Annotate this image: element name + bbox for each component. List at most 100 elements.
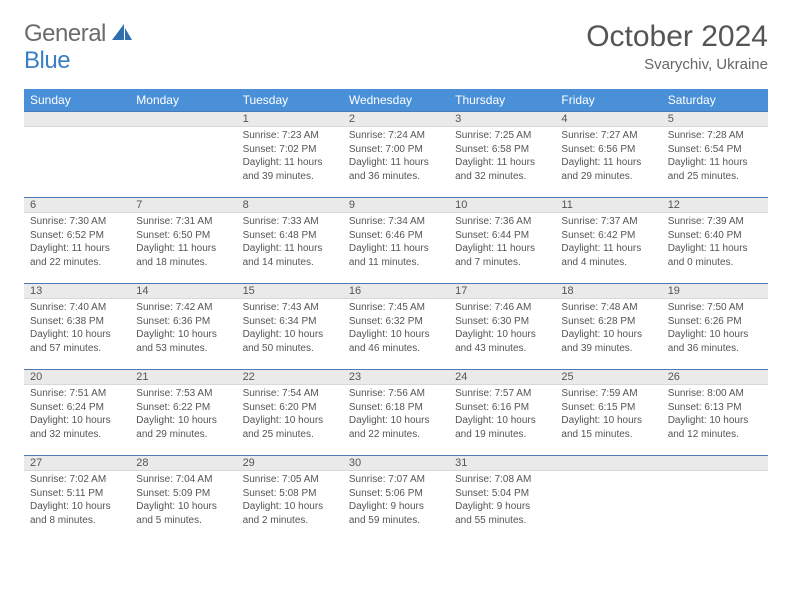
brand-sail-icon: [110, 22, 136, 47]
calendar-page: General October 2024 Svarychiv, Ukraine …: [0, 0, 792, 562]
day-content: Sunrise: 7:28 AMSunset: 6:54 PMDaylight:…: [662, 127, 768, 187]
calendar-cell: 4Sunrise: 7:27 AMSunset: 6:56 PMDaylight…: [555, 112, 661, 198]
day-number-empty: [662, 456, 768, 471]
day-content: Sunrise: 7:50 AMSunset: 6:26 PMDaylight:…: [662, 299, 768, 359]
calendar-cell: 31Sunrise: 7:08 AMSunset: 5:04 PMDayligh…: [449, 456, 555, 542]
day-content: Sunrise: 7:59 AMSunset: 6:15 PMDaylight:…: [555, 385, 661, 445]
day-number: 26: [662, 370, 768, 385]
calendar-cell: 2Sunrise: 7:24 AMSunset: 7:00 PMDaylight…: [343, 112, 449, 198]
day-number: 13: [24, 284, 130, 299]
calendar-cell: 3Sunrise: 7:25 AMSunset: 6:58 PMDaylight…: [449, 112, 555, 198]
day-content: Sunrise: 7:05 AMSunset: 5:08 PMDaylight:…: [237, 471, 343, 531]
day-content: Sunrise: 7:43 AMSunset: 6:34 PMDaylight:…: [237, 299, 343, 359]
day-of-week-row: SundayMondayTuesdayWednesdayThursdayFrid…: [24, 89, 768, 112]
day-content: Sunrise: 7:04 AMSunset: 5:09 PMDaylight:…: [130, 471, 236, 531]
day-number: 20: [24, 370, 130, 385]
day-number: 16: [343, 284, 449, 299]
brand-text-blue: Blue: [24, 47, 70, 74]
calendar-cell: 28Sunrise: 7:04 AMSunset: 5:09 PMDayligh…: [130, 456, 236, 542]
calendar-week-row: 13Sunrise: 7:40 AMSunset: 6:38 PMDayligh…: [24, 284, 768, 370]
day-number: 27: [24, 456, 130, 471]
calendar-cell: 18Sunrise: 7:48 AMSunset: 6:28 PMDayligh…: [555, 284, 661, 370]
calendar-cell: 30Sunrise: 7:07 AMSunset: 5:06 PMDayligh…: [343, 456, 449, 542]
calendar-table: SundayMondayTuesdayWednesdayThursdayFrid…: [24, 89, 768, 542]
day-number: 10: [449, 198, 555, 213]
calendar-cell: 5Sunrise: 7:28 AMSunset: 6:54 PMDaylight…: [662, 112, 768, 198]
calendar-week-row: 1Sunrise: 7:23 AMSunset: 7:02 PMDaylight…: [24, 112, 768, 198]
day-content: Sunrise: 7:24 AMSunset: 7:00 PMDaylight:…: [343, 127, 449, 187]
calendar-cell: 26Sunrise: 8:00 AMSunset: 6:13 PMDayligh…: [662, 370, 768, 456]
day-content: Sunrise: 7:57 AMSunset: 6:16 PMDaylight:…: [449, 385, 555, 445]
calendar-cell: 23Sunrise: 7:56 AMSunset: 6:18 PMDayligh…: [343, 370, 449, 456]
day-header: Tuesday: [237, 89, 343, 112]
calendar-cell: 6Sunrise: 7:30 AMSunset: 6:52 PMDaylight…: [24, 198, 130, 284]
day-number: 8: [237, 198, 343, 213]
calendar-cell: 11Sunrise: 7:37 AMSunset: 6:42 PMDayligh…: [555, 198, 661, 284]
day-content: Sunrise: 7:48 AMSunset: 6:28 PMDaylight:…: [555, 299, 661, 359]
day-number: 25: [555, 370, 661, 385]
day-header: Friday: [555, 89, 661, 112]
day-header: Sunday: [24, 89, 130, 112]
day-content: Sunrise: 7:37 AMSunset: 6:42 PMDaylight:…: [555, 213, 661, 273]
calendar-cell: 13Sunrise: 7:40 AMSunset: 6:38 PMDayligh…: [24, 284, 130, 370]
calendar-cell: 20Sunrise: 7:51 AMSunset: 6:24 PMDayligh…: [24, 370, 130, 456]
calendar-cell: 19Sunrise: 7:50 AMSunset: 6:26 PMDayligh…: [662, 284, 768, 370]
calendar-body: 1Sunrise: 7:23 AMSunset: 7:02 PMDaylight…: [24, 112, 768, 542]
day-number: 29: [237, 456, 343, 471]
day-content: Sunrise: 7:56 AMSunset: 6:18 PMDaylight:…: [343, 385, 449, 445]
day-content: Sunrise: 7:08 AMSunset: 5:04 PMDaylight:…: [449, 471, 555, 531]
day-content: Sunrise: 7:07 AMSunset: 5:06 PMDaylight:…: [343, 471, 449, 531]
day-content: Sunrise: 7:45 AMSunset: 6:32 PMDaylight:…: [343, 299, 449, 359]
day-content: Sunrise: 8:00 AMSunset: 6:13 PMDaylight:…: [662, 385, 768, 445]
calendar-cell: [130, 112, 236, 198]
day-number-empty: [130, 112, 236, 127]
day-content: Sunrise: 7:51 AMSunset: 6:24 PMDaylight:…: [24, 385, 130, 445]
brand-text-gray: General: [24, 20, 106, 48]
calendar-cell: 15Sunrise: 7:43 AMSunset: 6:34 PMDayligh…: [237, 284, 343, 370]
day-number: 31: [449, 456, 555, 471]
day-number: 14: [130, 284, 236, 299]
day-content: Sunrise: 7:31 AMSunset: 6:50 PMDaylight:…: [130, 213, 236, 273]
day-content: Sunrise: 7:02 AMSunset: 5:11 PMDaylight:…: [24, 471, 130, 531]
day-content: Sunrise: 7:25 AMSunset: 6:58 PMDaylight:…: [449, 127, 555, 187]
day-number: 18: [555, 284, 661, 299]
day-number: 17: [449, 284, 555, 299]
day-number-empty: [555, 456, 661, 471]
day-content: Sunrise: 7:46 AMSunset: 6:30 PMDaylight:…: [449, 299, 555, 359]
calendar-week-row: 6Sunrise: 7:30 AMSunset: 6:52 PMDaylight…: [24, 198, 768, 284]
day-number-empty: [24, 112, 130, 127]
day-content: Sunrise: 7:42 AMSunset: 6:36 PMDaylight:…: [130, 299, 236, 359]
calendar-cell: 12Sunrise: 7:39 AMSunset: 6:40 PMDayligh…: [662, 198, 768, 284]
brand-logo: General: [24, 20, 140, 48]
day-header: Monday: [130, 89, 236, 112]
calendar-cell: [555, 456, 661, 542]
day-number: 12: [662, 198, 768, 213]
day-number: 22: [237, 370, 343, 385]
day-header: Wednesday: [343, 89, 449, 112]
day-header: Thursday: [449, 89, 555, 112]
day-content: Sunrise: 7:53 AMSunset: 6:22 PMDaylight:…: [130, 385, 236, 445]
day-number: 1: [237, 112, 343, 127]
day-number: 2: [343, 112, 449, 127]
day-content: Sunrise: 7:30 AMSunset: 6:52 PMDaylight:…: [24, 213, 130, 273]
day-number: 4: [555, 112, 661, 127]
calendar-cell: 14Sunrise: 7:42 AMSunset: 6:36 PMDayligh…: [130, 284, 236, 370]
day-content: Sunrise: 7:27 AMSunset: 6:56 PMDaylight:…: [555, 127, 661, 187]
calendar-cell: 27Sunrise: 7:02 AMSunset: 5:11 PMDayligh…: [24, 456, 130, 542]
day-content: Sunrise: 7:36 AMSunset: 6:44 PMDaylight:…: [449, 213, 555, 273]
calendar-cell: [24, 112, 130, 198]
day-content: Sunrise: 7:33 AMSunset: 6:48 PMDaylight:…: [237, 213, 343, 273]
day-number: 23: [343, 370, 449, 385]
day-number: 28: [130, 456, 236, 471]
day-number: 9: [343, 198, 449, 213]
day-number: 15: [237, 284, 343, 299]
calendar-head: SundayMondayTuesdayWednesdayThursdayFrid…: [24, 89, 768, 112]
day-number: 30: [343, 456, 449, 471]
calendar-cell: 22Sunrise: 7:54 AMSunset: 6:20 PMDayligh…: [237, 370, 343, 456]
calendar-cell: 25Sunrise: 7:59 AMSunset: 6:15 PMDayligh…: [555, 370, 661, 456]
day-number: 19: [662, 284, 768, 299]
day-number: 6: [24, 198, 130, 213]
day-number: 5: [662, 112, 768, 127]
calendar-cell: 17Sunrise: 7:46 AMSunset: 6:30 PMDayligh…: [449, 284, 555, 370]
calendar-week-row: 27Sunrise: 7:02 AMSunset: 5:11 PMDayligh…: [24, 456, 768, 542]
